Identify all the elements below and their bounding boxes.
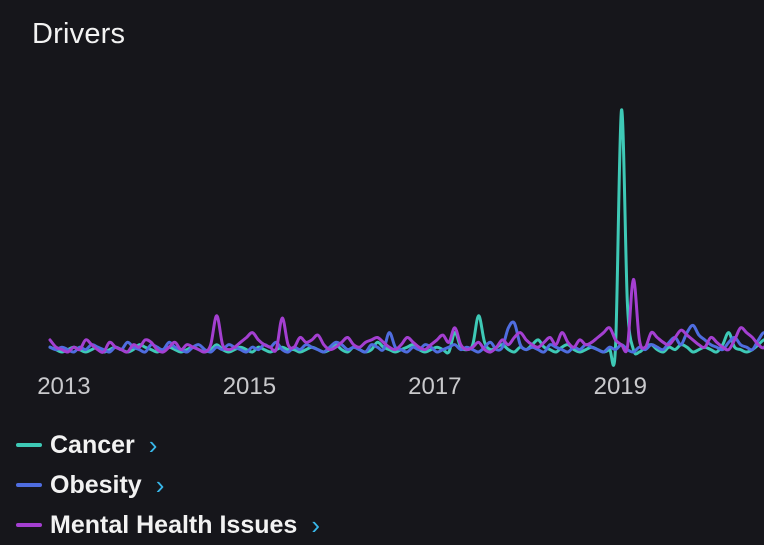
line-chart: 2013 2015 2017 2019: [37, 108, 764, 400]
page-title: Drivers: [32, 18, 126, 50]
x-tick-label: 2015: [223, 373, 276, 400]
legend-item-cancer[interactable]: Cancer ›: [16, 425, 320, 465]
legend-swatch-mental-health: [16, 523, 42, 527]
series-layer: [48, 108, 764, 367]
legend-swatch-cancer: [16, 443, 42, 447]
legend-item-obesity[interactable]: Obesity ›: [16, 465, 320, 505]
legend-label-mental-health: Mental Health Issues: [50, 510, 298, 539]
legend: Cancer › Obesity › Mental Health Issues …: [16, 425, 320, 545]
x-axis-ticks: 2013 2015 2017 2019: [37, 373, 647, 400]
series-line-cancer: [48, 108, 764, 367]
chevron-right-icon: ›: [148, 429, 158, 460]
chevron-right-icon: ›: [155, 469, 165, 500]
x-tick-label: 2019: [594, 373, 647, 400]
legend-label-obesity: Obesity: [50, 470, 142, 499]
legend-swatch-obesity: [16, 483, 42, 487]
legend-label-cancer: Cancer: [50, 430, 135, 459]
x-tick-label: 2013: [37, 373, 90, 400]
legend-item-mental-health[interactable]: Mental Health Issues ›: [16, 505, 320, 545]
x-tick-label: 2017: [408, 373, 461, 400]
chevron-right-icon: ›: [311, 509, 320, 540]
series-line-mental-health-issues: [48, 277, 764, 354]
